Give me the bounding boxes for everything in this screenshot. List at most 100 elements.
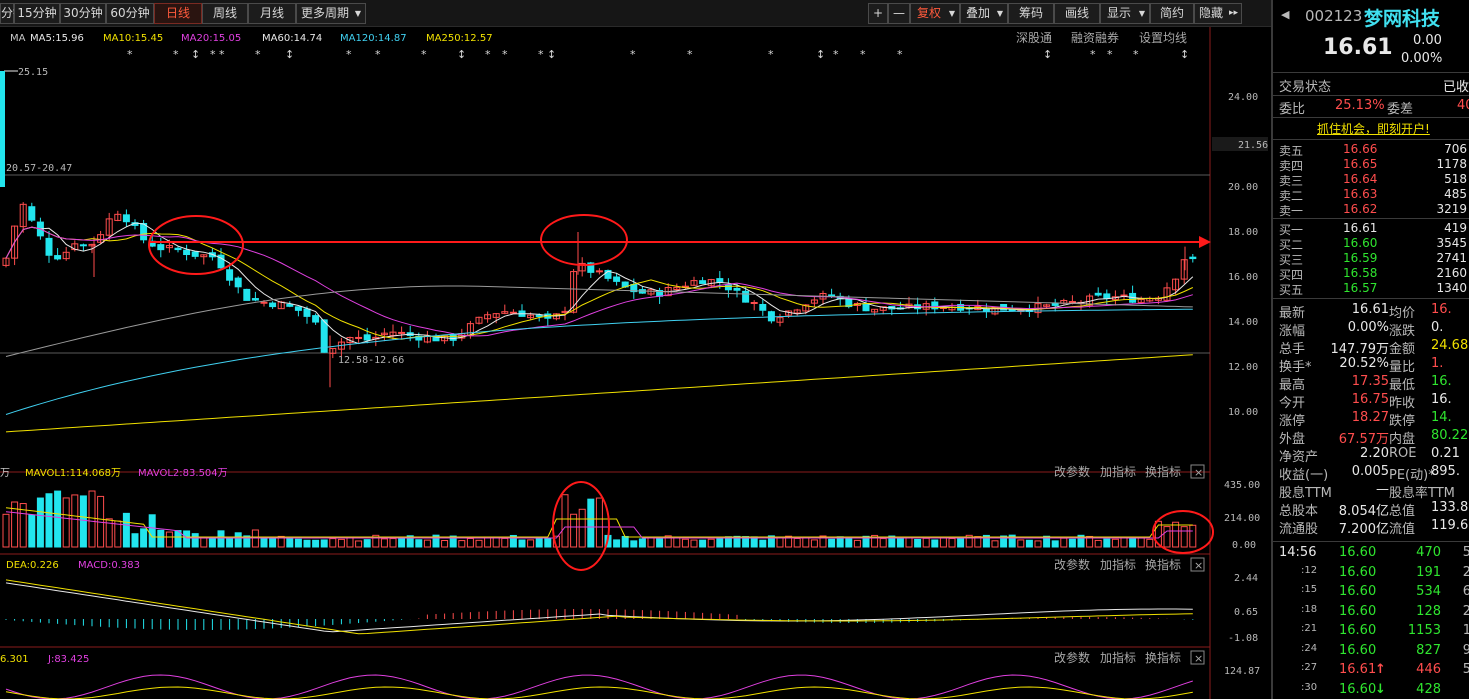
period-button-weekly[interactable]: 周线 <box>202 3 248 24</box>
stat-label: PE(动)* <box>1389 468 1435 483</box>
close-icon[interactable] <box>1190 557 1205 572</box>
stat-label: 昨收 <box>1389 396 1416 411</box>
stat-label: 跌停 <box>1389 414 1416 429</box>
close-icon[interactable] <box>1190 650 1205 665</box>
period-button-60min[interactable]: 60分钟 <box>106 3 154 24</box>
period-button-monthly[interactable]: 月线 <box>248 3 296 24</box>
trade-price: 16.60 <box>1339 545 1377 560</box>
ma250-line <box>5 354 1193 433</box>
period-button-1min[interactable]: 分钟 <box>0 3 25 24</box>
vol-edit-params[interactable]: 改参数 <box>1054 464 1090 479</box>
ask-price: 16.62 <box>1343 202 1378 216</box>
bid-row[interactable]: 买一 16.61 419 <box>1273 221 1469 237</box>
kdj-tick-top: 124.87 <box>1224 666 1260 677</box>
kline-chart-svg[interactable]: MA MA5:15.96 MA10:15.45 MA20:15.05 MA60:… <box>0 27 1271 699</box>
vol-swap-indicator[interactable]: 换指标 <box>1145 464 1181 479</box>
macd-add-indicator[interactable]: 加指标 <box>1100 557 1136 572</box>
macd-edit-params[interactable]: 改参数 <box>1054 557 1090 572</box>
candle-body <box>346 337 354 344</box>
ask-level-label: 卖三 <box>1279 174 1304 188</box>
stat-value: 16. <box>1431 302 1452 317</box>
link-margin[interactable]: 融资融券 <box>1071 30 1119 45</box>
link-shenguton[interactable]: 深股通 <box>1016 31 1052 45</box>
bid-price: 16.60 <box>1343 236 1378 250</box>
stat-row: 换手* 20.52% 量比 1. <box>1273 356 1469 375</box>
period-button-daily[interactable]: 日线 <box>154 3 202 24</box>
overlay-label: 叠加 <box>966 6 991 20</box>
stat-label: ROE <box>1389 446 1417 461</box>
status-value: 已收 <box>1443 80 1469 95</box>
stat-row: 股息TTM — 股息率TTM <box>1273 482 1469 501</box>
ma5-line <box>5 222 1194 345</box>
volume-bar <box>114 520 122 548</box>
price-tick-2156: 21.56 <box>1238 140 1268 151</box>
display-dropdown[interactable]: 显示 ▼ <box>1100 3 1150 24</box>
candle-body <box>1094 292 1102 296</box>
stock-switch-icon[interactable]: ◀ <box>1281 8 1290 21</box>
divider <box>1273 139 1469 140</box>
candle-body <box>871 308 879 313</box>
ma60-label: MA60:14.74 <box>262 33 322 44</box>
event-star-icon: * <box>897 48 903 61</box>
bid-row[interactable]: 买五 16.57 1340 <box>1273 281 1469 297</box>
volume-bar <box>1008 534 1016 548</box>
ma5-label: MA5:15.96 <box>30 33 84 44</box>
display-label: 显示 <box>1107 6 1132 20</box>
vol-add-indicator[interactable]: 加指标 <box>1100 464 1136 479</box>
period-button-15min[interactable]: 15分钟 <box>14 3 60 24</box>
candle-body <box>673 286 681 290</box>
bid-row[interactable]: 买四 16.58 2160 <box>1273 266 1469 282</box>
simple-mode-button[interactable]: 简约 <box>1150 3 1194 24</box>
trade-row: :24 16.60 827 9 <box>1273 643 1469 661</box>
candle-body <box>793 309 801 314</box>
volume-bar <box>613 539 621 548</box>
stat-value: 2.20 <box>1360 446 1389 461</box>
price-tick-14: 14.00 <box>1228 317 1258 328</box>
bid-row[interactable]: 买三 16.59 2741 <box>1273 251 1469 267</box>
event-star-icon: * <box>687 48 693 61</box>
volume-bar <box>28 514 36 548</box>
volume-bar <box>767 535 775 548</box>
candle-body <box>45 237 53 256</box>
restore-rights-dropdown[interactable]: 复权 ▼ <box>910 3 960 24</box>
volume-bar <box>828 538 836 548</box>
stat-value: 16. <box>1431 374 1452 389</box>
event-star-icon: ↕ <box>816 48 825 61</box>
link-ma-settings[interactable]: 设置均线 <box>1139 31 1187 45</box>
more-periods-dropdown[interactable]: 更多周期 ▼ <box>296 3 366 24</box>
open-account-link[interactable]: 抓住机会，即刻开户! <box>1317 122 1430 136</box>
ask-row[interactable]: 卖三 16.64 518 <box>1273 172 1469 188</box>
candle-body <box>501 311 509 314</box>
chips-button[interactable]: 筹码 <box>1008 3 1054 24</box>
ask-row[interactable]: 卖一 16.62 3219 <box>1273 202 1469 218</box>
trade-volume: 128 <box>1416 603 1441 619</box>
volume-bar <box>303 539 311 548</box>
kdj-swap-indicator[interactable]: 换指标 <box>1145 650 1181 665</box>
overlay-dropdown[interactable]: 叠加 ▼ <box>960 3 1008 24</box>
zoom-out-button[interactable]: — <box>888 3 910 24</box>
ask-row[interactable]: 卖五 16.66 706 <box>1273 142 1469 158</box>
period-button-30min[interactable]: 30分钟 <box>60 3 106 24</box>
volume-bar <box>793 537 801 548</box>
draw-line-button[interactable]: 画线 <box>1054 3 1100 24</box>
close-icon[interactable] <box>1190 464 1205 479</box>
kdj-edit-params[interactable]: 改参数 <box>1054 650 1090 665</box>
macd-swap-indicator[interactable]: 换指标 <box>1145 557 1181 572</box>
ask-row[interactable]: 卖二 16.63 485 <box>1273 187 1469 203</box>
zoom-in-button[interactable]: + <box>868 3 888 24</box>
volume-bar <box>226 538 234 548</box>
hide-button[interactable]: 隐藏 ▸▸ <box>1194 3 1242 24</box>
stat-value: 7.200亿 <box>1338 522 1389 537</box>
macd-dea-line <box>5 579 1193 635</box>
event-star-icon: * <box>127 48 133 61</box>
stat-value: 18.27 <box>1351 410 1389 425</box>
kline-chart-area[interactable]: MA MA5:15.96 MA10:15.45 MA20:15.05 MA60:… <box>0 27 1271 699</box>
ask-row[interactable]: 卖四 16.65 1178 <box>1273 157 1469 173</box>
bid-row[interactable]: 买二 16.60 3545 <box>1273 236 1469 252</box>
divider <box>1273 72 1469 73</box>
vol-tick-214: 214.00 <box>1224 513 1260 524</box>
volume-bar <box>595 497 603 548</box>
candle-body <box>475 316 483 324</box>
volume-bar <box>286 538 294 548</box>
kdj-add-indicator[interactable]: 加指标 <box>1100 650 1136 665</box>
